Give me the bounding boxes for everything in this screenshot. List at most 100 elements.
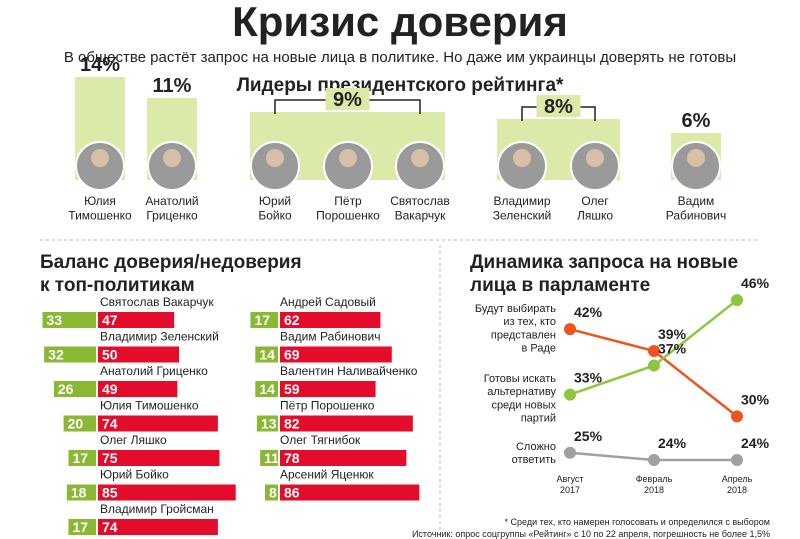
value-label: 46% bbox=[741, 275, 770, 291]
point bbox=[564, 323, 576, 336]
footnote: * Среди тех, кто намерен голосовать и оп… bbox=[505, 517, 771, 527]
value-label: 39% bbox=[658, 326, 687, 342]
politician-name: Владимир Гройсман bbox=[100, 502, 214, 516]
trust-label: 20 bbox=[68, 416, 84, 432]
value-label: 42% bbox=[574, 304, 603, 320]
portrait-head bbox=[687, 149, 705, 167]
point bbox=[731, 294, 743, 307]
trust-label: 26 bbox=[58, 381, 74, 397]
trust-label: 14 bbox=[259, 381, 275, 397]
subtitle: В обществе растёт запрос на новые лица в… bbox=[64, 49, 736, 66]
trust-label: 32 bbox=[48, 347, 64, 363]
distrust-label: 59 bbox=[284, 381, 300, 397]
politician-name: Вадим Рабинович bbox=[280, 330, 380, 344]
rating-label: 8% bbox=[544, 96, 573, 118]
value-label: 24% bbox=[658, 435, 687, 451]
source: Источник: опрос соцгруппы «Рейтинг» с 10… bbox=[412, 529, 770, 539]
distrust-label: 75 bbox=[102, 450, 118, 466]
point bbox=[648, 454, 660, 467]
distrust-bar bbox=[98, 346, 179, 363]
trust-bar bbox=[44, 346, 96, 363]
portrait-head bbox=[266, 149, 284, 167]
person-name: Юрий Бойко bbox=[258, 194, 292, 222]
portrait-head bbox=[91, 149, 109, 167]
trust-bar bbox=[42, 312, 96, 328]
series-name: Готовы искать альтернативу среди новых парт… bbox=[484, 373, 557, 425]
trust-bar bbox=[260, 450, 278, 466]
title: Кризис доверия bbox=[232, 0, 568, 45]
person-name: Пётр Порошенко bbox=[316, 194, 380, 222]
trust-label: 33 bbox=[47, 312, 63, 328]
person-name: Юлия Тимошенко bbox=[68, 194, 132, 222]
distrust-bar bbox=[98, 484, 236, 501]
person-name: Владимир Зеленский bbox=[493, 194, 551, 222]
rating-label: 9% bbox=[333, 89, 362, 111]
portrait-head bbox=[411, 149, 429, 167]
trust-bar bbox=[265, 484, 278, 501]
value-label: 33% bbox=[574, 370, 603, 386]
rating-label: 6% bbox=[682, 110, 711, 132]
trust-bar bbox=[68, 519, 96, 535]
trust-bar bbox=[68, 450, 96, 466]
point bbox=[731, 410, 743, 423]
distrust-label: 69 bbox=[284, 347, 300, 363]
distrust-bar bbox=[98, 312, 175, 328]
distrust-label: 86 bbox=[284, 485, 300, 501]
portrait-head bbox=[163, 149, 181, 167]
politician-name: Святослав Вакарчук bbox=[100, 295, 214, 309]
series-name: Будут выбирать из тех, кто представлен в Ра… bbox=[475, 303, 556, 355]
point bbox=[564, 388, 576, 401]
person-name: Вадим Рабинович bbox=[666, 194, 727, 222]
politician-name: Юлия Тимошенко bbox=[100, 399, 199, 413]
distrust-bar bbox=[280, 381, 376, 397]
x-tick-label: Февраль 2018 bbox=[636, 474, 673, 495]
distrust-bar bbox=[98, 450, 220, 466]
politician-name: Владимир Зеленский bbox=[100, 330, 219, 344]
person-name: Анатолий Гриценко bbox=[145, 194, 198, 222]
value-label: 25% bbox=[574, 428, 603, 444]
point bbox=[731, 454, 743, 467]
value-label: 24% bbox=[741, 435, 770, 451]
distrust-label: 49 bbox=[102, 381, 118, 397]
distrust-bar bbox=[98, 415, 218, 432]
distrust-label: 74 bbox=[102, 519, 118, 535]
trust-label: 17 bbox=[72, 519, 88, 535]
trust-label: 8 bbox=[269, 485, 277, 501]
trust-bar bbox=[63, 415, 96, 432]
balance-title: Баланс доверия/недоверия к топ-политикам bbox=[40, 252, 302, 296]
portrait-head bbox=[513, 149, 531, 167]
distrust-bar bbox=[280, 484, 420, 501]
distrust-label: 50 bbox=[102, 347, 118, 363]
distrust-bar bbox=[280, 415, 413, 432]
trust-bar bbox=[255, 346, 278, 363]
label-bg bbox=[536, 95, 581, 117]
distrust-bar bbox=[280, 450, 407, 466]
portrait-head bbox=[339, 149, 357, 167]
trust-label: 17 bbox=[72, 450, 88, 466]
rating-label: 11% bbox=[153, 75, 192, 97]
value-label: 37% bbox=[658, 341, 687, 357]
distrust-label: 78 bbox=[284, 450, 300, 466]
value-label: 30% bbox=[741, 391, 770, 407]
rating-label: 14% bbox=[80, 54, 120, 76]
portrait-head bbox=[586, 149, 604, 167]
trust-bar bbox=[250, 312, 278, 328]
politician-name: Пётр Порошенко bbox=[280, 399, 375, 413]
trust-bar bbox=[255, 381, 278, 397]
distrust-label: 47 bbox=[102, 312, 118, 328]
politician-name: Валентин Наливайченко bbox=[280, 364, 418, 378]
trust-label: 14 bbox=[259, 347, 275, 363]
trust-bar bbox=[66, 484, 96, 501]
trust-label: 13 bbox=[261, 416, 277, 432]
label-bg bbox=[325, 88, 370, 110]
trust-bar bbox=[256, 415, 278, 432]
distrust-label: 62 bbox=[284, 312, 300, 328]
distrust-bar bbox=[98, 519, 218, 535]
politician-name: Олег Ляшко bbox=[100, 433, 167, 447]
point bbox=[648, 344, 660, 357]
distrust-bar bbox=[280, 312, 381, 328]
politician-name: Олег Тягнибок bbox=[280, 433, 361, 447]
trust-label: 11 bbox=[264, 450, 279, 466]
point bbox=[564, 446, 576, 459]
